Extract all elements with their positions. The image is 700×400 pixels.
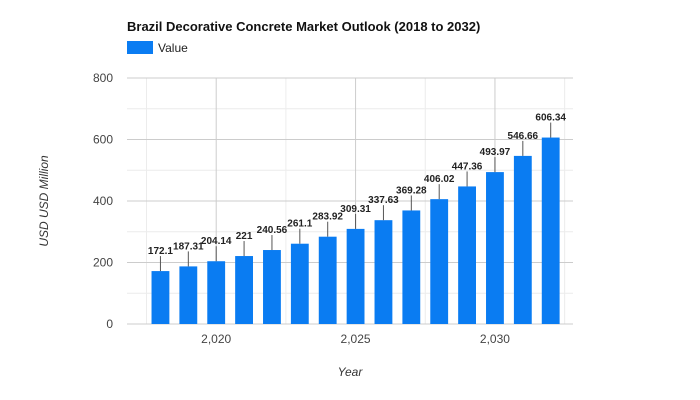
bar [458,186,476,324]
bar [263,250,281,324]
data-label: 337.63 [368,195,399,206]
x-axis-title: Year [338,365,364,379]
bar [346,228,365,324]
y-tick-label: 400 [93,194,113,208]
legend-label: Value [158,41,188,55]
legend: Value [127,41,188,55]
data-label: 283.92 [312,212,343,223]
bar [486,172,504,324]
bar [374,220,393,324]
data-label: 221 [236,231,253,242]
y-tick-label: 200 [93,256,113,270]
bars [151,137,560,324]
y-tick-label: 800 [93,71,113,85]
bar [235,256,253,324]
data-label: 447.36 [452,161,483,172]
data-label: 261.1 [287,219,312,230]
data-label: 204.14 [201,236,232,247]
y-axis-ticks: 0 200 400 600 800 [93,71,113,331]
bar [318,236,337,324]
x-tick-label: 2,020 [201,332,231,346]
x-axis-ticks: 2,020 2,025 2,030 [201,332,510,346]
data-label: 606.34 [535,113,566,124]
bar [402,210,421,324]
y-tick-label: 600 [93,133,113,147]
x-tick-label: 2,030 [480,332,510,346]
bar [541,137,560,324]
data-label: 369.28 [396,185,427,196]
bar [179,266,198,324]
y-axis-title: USD USD Million [37,155,51,247]
legend-swatch [127,41,153,54]
bar [151,271,170,324]
bar [513,155,532,324]
data-label: 406.02 [424,174,455,185]
data-label: 240.56 [257,225,288,236]
data-label: 493.97 [480,147,511,158]
bar [207,261,226,324]
chart-title: Brazil Decorative Concrete Market Outloo… [127,19,480,34]
y-tick-label: 0 [106,317,113,331]
data-label: 187.31 [173,241,204,252]
x-tick-label: 2,025 [341,332,371,346]
bar [290,243,309,324]
data-label: 172.1 [148,246,173,257]
bar [430,199,449,324]
data-label: 546.66 [508,131,539,142]
data-label: 309.31 [340,204,371,215]
